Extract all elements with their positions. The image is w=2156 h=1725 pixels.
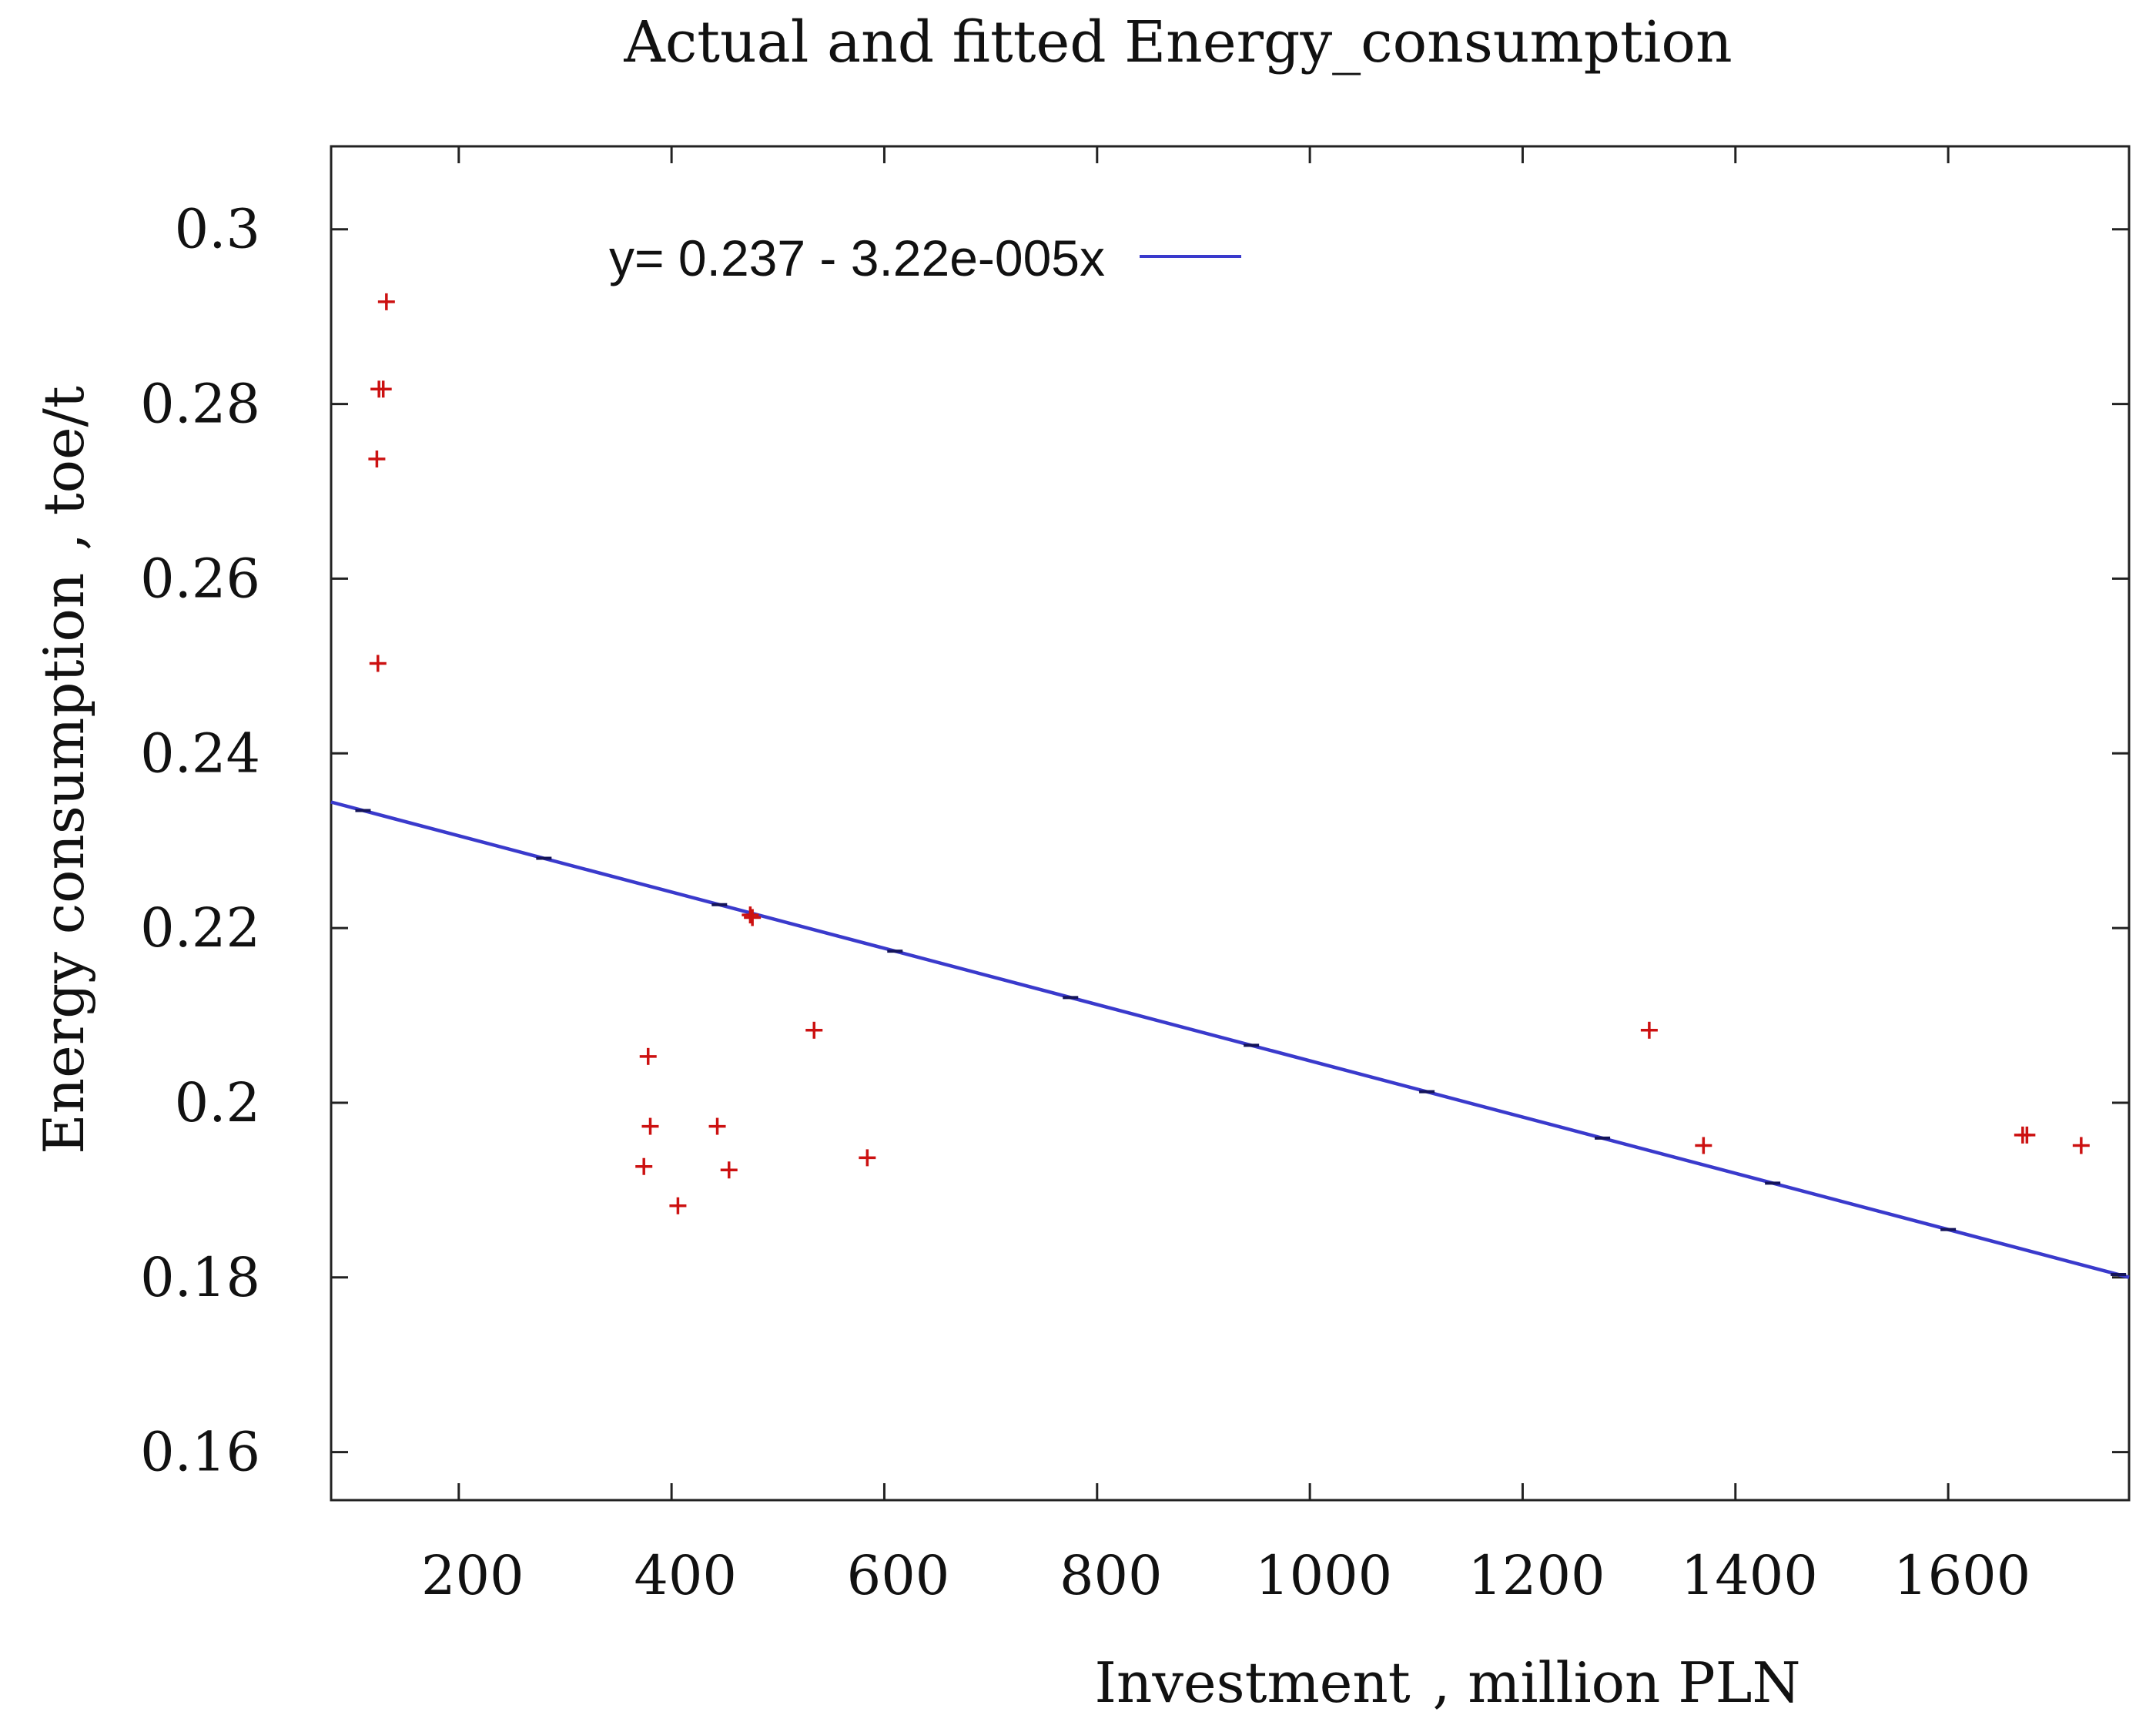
y-tick-label: 0.3 [175,198,260,261]
data-point [641,1117,659,1135]
plot-frame [330,145,2131,1502]
data-point [368,451,386,468]
data-point [374,380,392,398]
x-tick-label: 1400 [1681,1544,1818,1607]
x-tick-label: 1000 [1255,1544,1392,1607]
x-tick-label: 1600 [1893,1544,2030,1607]
x-tick-label: 400 [634,1544,737,1607]
x-axis: 200 400 600 800 1000 1200 1400 1600 [421,146,2030,1607]
x-tick-label: 1200 [1468,1544,1605,1607]
legend: y= 0.237 - 3.22e-005x [609,229,1241,286]
y-axis: 0.16 0.18 0.2 0.22 0.24 0.26 0.28 0.3 [140,198,2129,1484]
y-tick-label: 0.2 [175,1071,260,1134]
data-point [669,1197,687,1214]
y-tick-label: 0.24 [140,722,260,785]
data-point [720,1161,738,1179]
y-tick-label: 0.26 [140,547,260,610]
data-point [742,906,759,924]
y-tick-label: 0.16 [140,1421,260,1484]
chart-title: Actual and fitted Energy_consumption [623,9,1732,75]
x-tick-label: 800 [1060,1544,1163,1607]
fitted-line-markers [355,809,2127,1277]
legend-label: y= 0.237 - 3.22e-005x [609,229,1105,286]
data-point [744,909,762,926]
data-point [639,1047,657,1065]
fitted-line [330,800,2130,1279]
data-point [2018,1126,2036,1144]
data-point [2072,1137,2090,1154]
data-point [369,655,387,672]
y-axis-label: Energy consumption , toe/t [32,386,96,1154]
y-tick-label: 0.22 [140,896,260,960]
data-point [1640,1021,1658,1039]
data-point [635,1157,653,1175]
y-tick-label: 0.28 [140,373,260,436]
data-point [377,293,395,310]
data-point [859,1149,876,1167]
x-tick-label: 200 [421,1544,524,1607]
x-tick-label: 600 [847,1544,950,1607]
x-axis-label: Investment , million PLN [1095,1650,1801,1715]
y-tick-label: 0.18 [140,1246,260,1309]
scatter-points [368,293,2090,1214]
data-point [708,1117,726,1135]
data-point [805,1021,823,1039]
data-point [1695,1137,1712,1154]
